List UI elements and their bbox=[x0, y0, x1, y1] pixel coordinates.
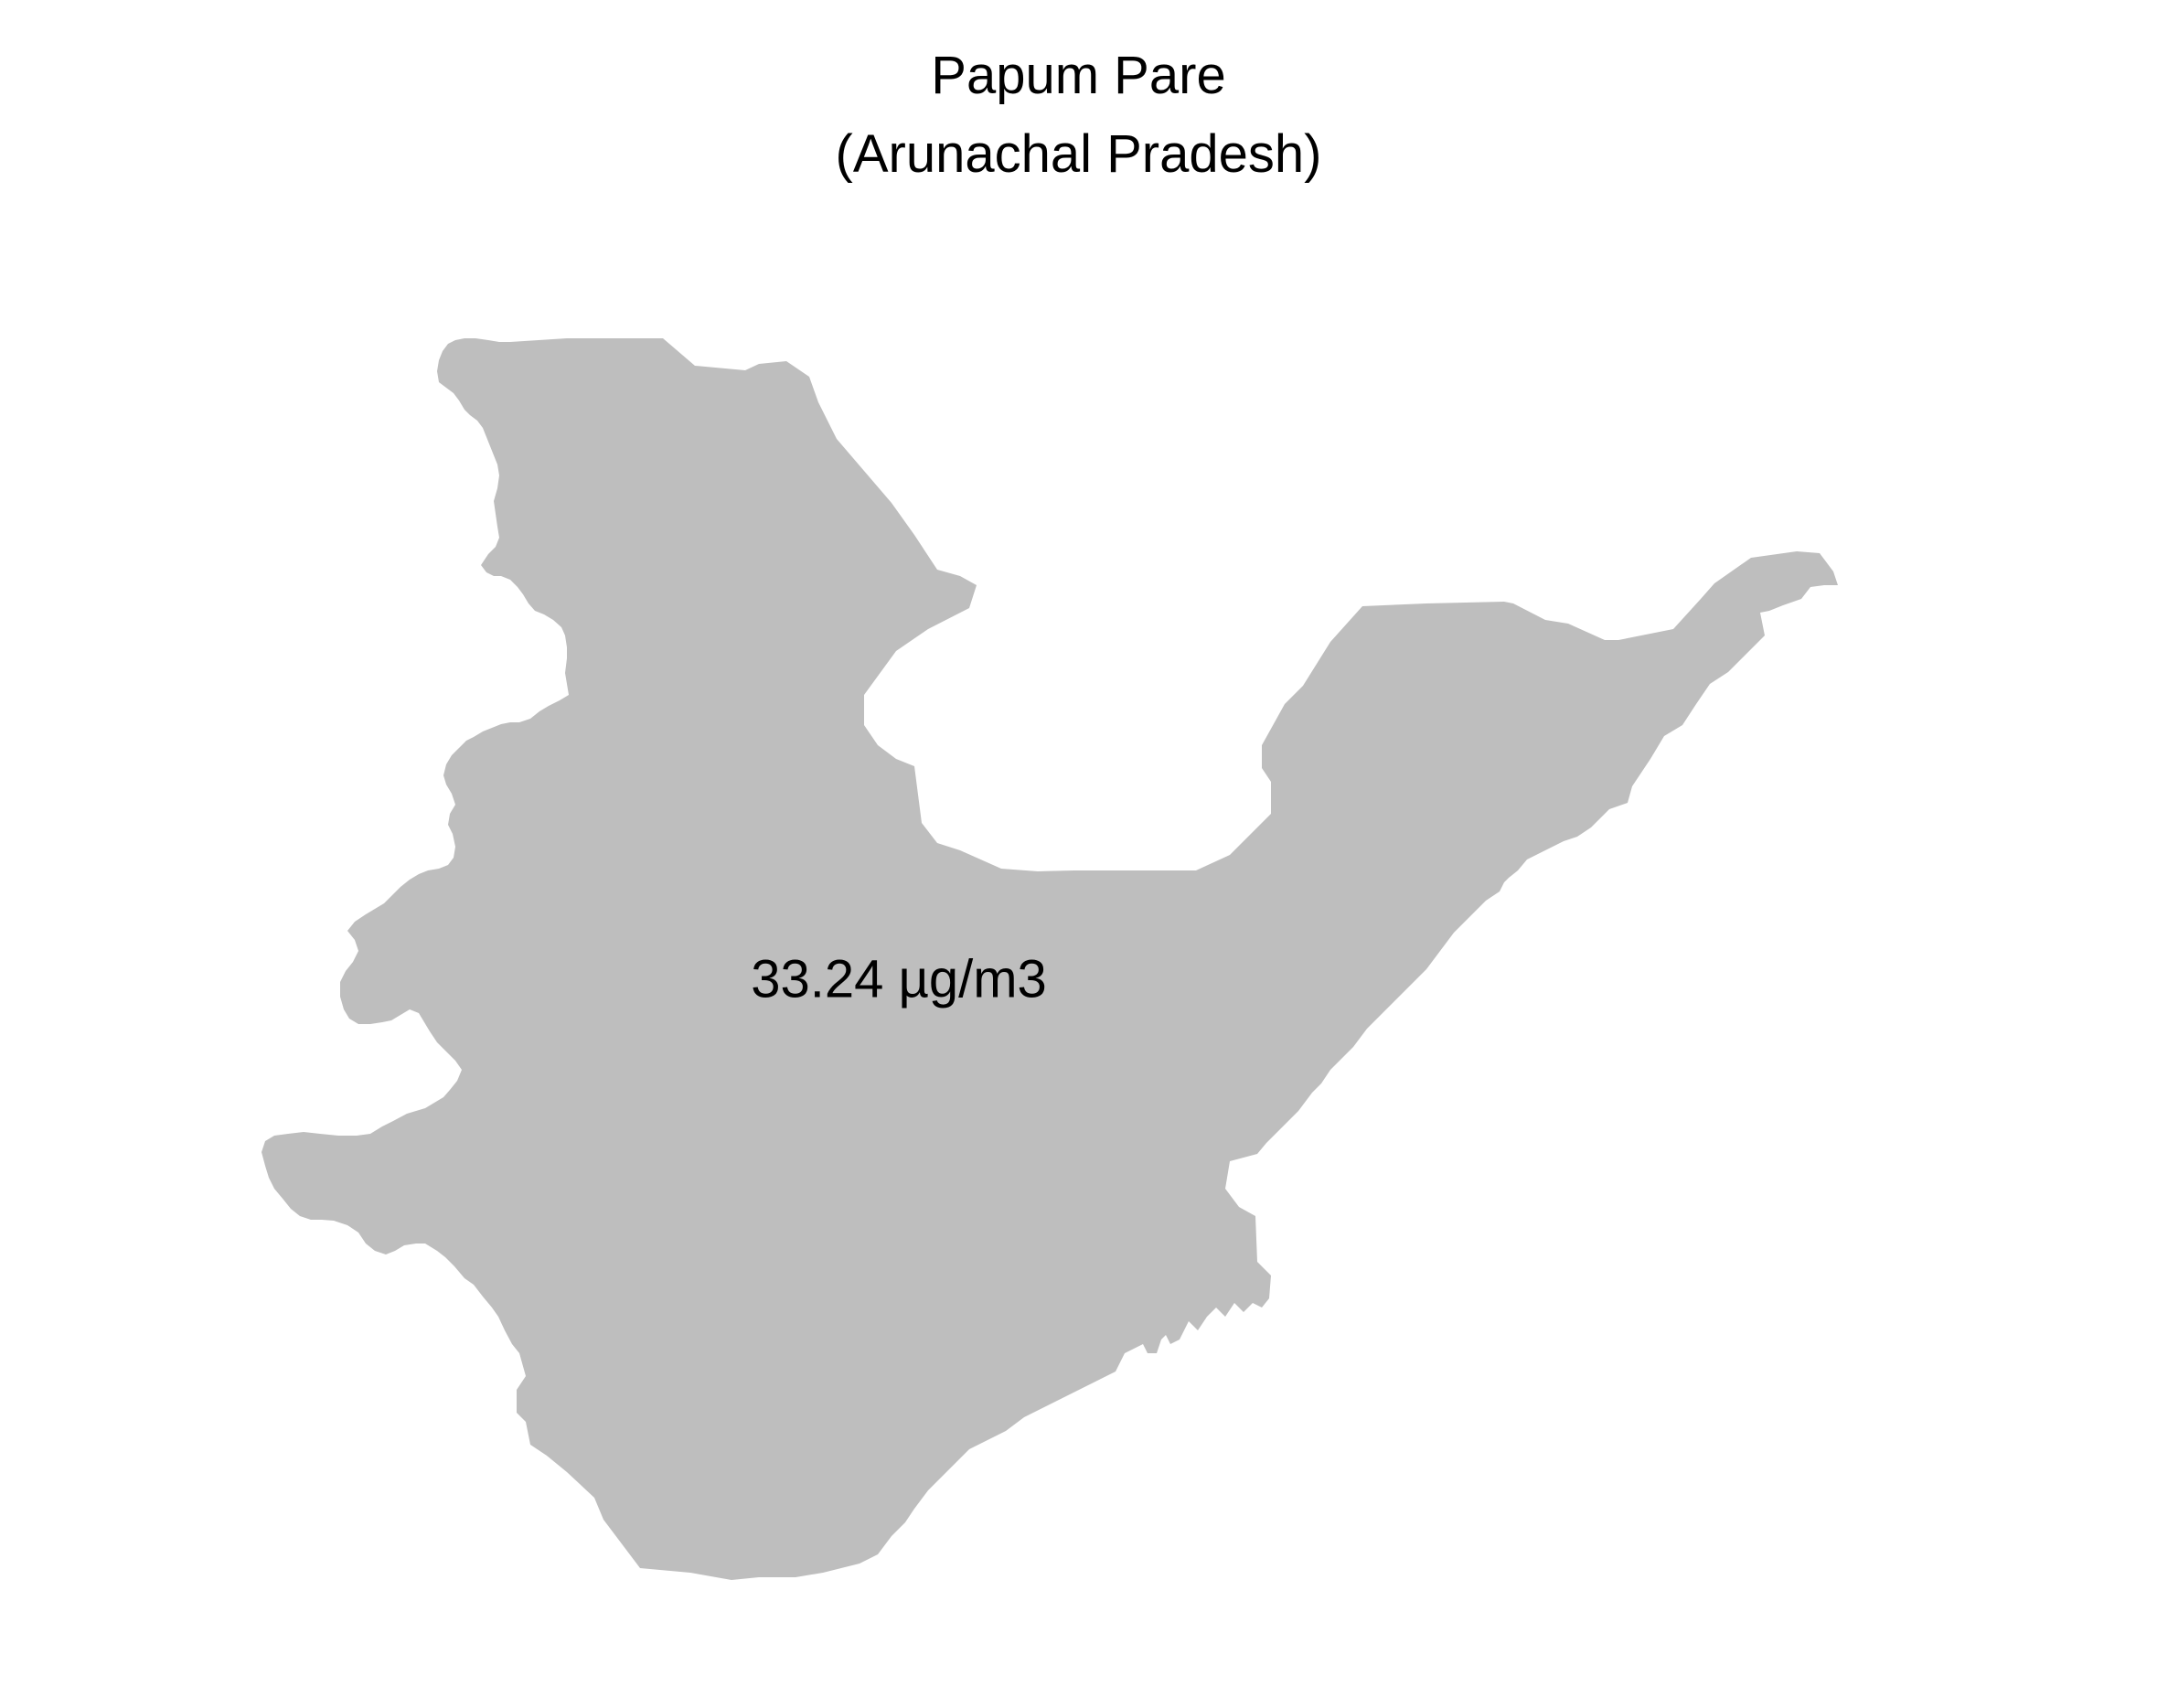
state-name: (Arunachal Pradesh) bbox=[835, 124, 1322, 184]
pollution-value-label: 33.24 µg/m3 bbox=[751, 949, 1047, 1009]
map-title: Papum Pare (Arunachal Pradesh) bbox=[0, 37, 2157, 194]
district-shape bbox=[262, 338, 1838, 1580]
district-name: Papum Pare bbox=[931, 46, 1226, 105]
